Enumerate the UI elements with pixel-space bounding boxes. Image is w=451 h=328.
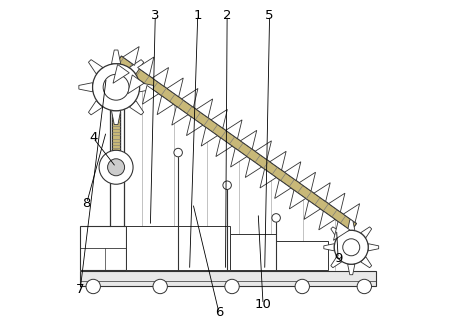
Polygon shape [331, 227, 342, 238]
Polygon shape [167, 78, 183, 97]
Circle shape [295, 279, 309, 294]
Polygon shape [79, 83, 92, 92]
Circle shape [334, 230, 368, 264]
Polygon shape [128, 75, 144, 94]
Circle shape [108, 159, 124, 176]
Text: 9: 9 [334, 252, 342, 265]
Polygon shape [285, 162, 301, 180]
Text: 6: 6 [215, 306, 223, 319]
Polygon shape [123, 47, 139, 65]
Circle shape [92, 64, 140, 111]
Polygon shape [172, 106, 188, 125]
Polygon shape [319, 211, 335, 230]
Polygon shape [187, 117, 203, 136]
Circle shape [99, 150, 133, 184]
Polygon shape [299, 172, 316, 191]
Polygon shape [275, 180, 291, 198]
Polygon shape [113, 65, 129, 83]
Polygon shape [331, 257, 342, 268]
Polygon shape [112, 111, 120, 150]
Polygon shape [314, 183, 330, 201]
Polygon shape [216, 138, 232, 156]
Circle shape [223, 181, 231, 190]
Bar [276, 241, 328, 270]
Polygon shape [182, 89, 198, 107]
Bar [126, 226, 178, 270]
Circle shape [103, 74, 129, 100]
Polygon shape [88, 101, 103, 115]
Polygon shape [343, 204, 359, 222]
Polygon shape [333, 221, 350, 240]
Polygon shape [260, 169, 276, 188]
Polygon shape [348, 264, 355, 275]
Polygon shape [116, 56, 357, 231]
Text: 4: 4 [89, 132, 97, 144]
Circle shape [357, 279, 372, 294]
Bar [230, 234, 276, 270]
Polygon shape [304, 201, 320, 219]
Polygon shape [270, 151, 286, 170]
Polygon shape [329, 193, 345, 212]
Polygon shape [138, 57, 154, 76]
Circle shape [272, 214, 281, 222]
Polygon shape [361, 227, 372, 238]
Text: 2: 2 [223, 9, 231, 22]
Circle shape [225, 279, 239, 294]
Polygon shape [230, 148, 247, 167]
Polygon shape [152, 68, 169, 86]
Polygon shape [140, 83, 153, 92]
Polygon shape [226, 120, 242, 139]
Bar [80, 271, 376, 286]
Polygon shape [211, 110, 227, 128]
Bar [80, 226, 126, 270]
Text: 8: 8 [83, 197, 91, 210]
Bar [178, 226, 230, 270]
Polygon shape [240, 130, 257, 149]
Polygon shape [111, 111, 121, 125]
Polygon shape [196, 99, 213, 118]
Polygon shape [348, 220, 355, 230]
Polygon shape [88, 60, 103, 74]
Circle shape [343, 239, 360, 256]
Text: 1: 1 [193, 9, 202, 22]
Polygon shape [368, 244, 379, 251]
Polygon shape [129, 101, 144, 115]
Polygon shape [157, 96, 173, 115]
Polygon shape [290, 190, 306, 209]
Polygon shape [361, 257, 372, 268]
Circle shape [174, 148, 182, 157]
Text: 7: 7 [76, 283, 84, 296]
Circle shape [86, 279, 101, 294]
Text: 3: 3 [151, 9, 160, 22]
Polygon shape [129, 60, 144, 74]
Text: 10: 10 [255, 298, 272, 311]
Polygon shape [255, 141, 272, 160]
Polygon shape [201, 127, 217, 146]
Text: 5: 5 [265, 9, 274, 22]
Polygon shape [143, 85, 159, 104]
Polygon shape [245, 159, 262, 177]
Polygon shape [324, 244, 334, 251]
Circle shape [153, 279, 167, 294]
Polygon shape [111, 50, 121, 64]
